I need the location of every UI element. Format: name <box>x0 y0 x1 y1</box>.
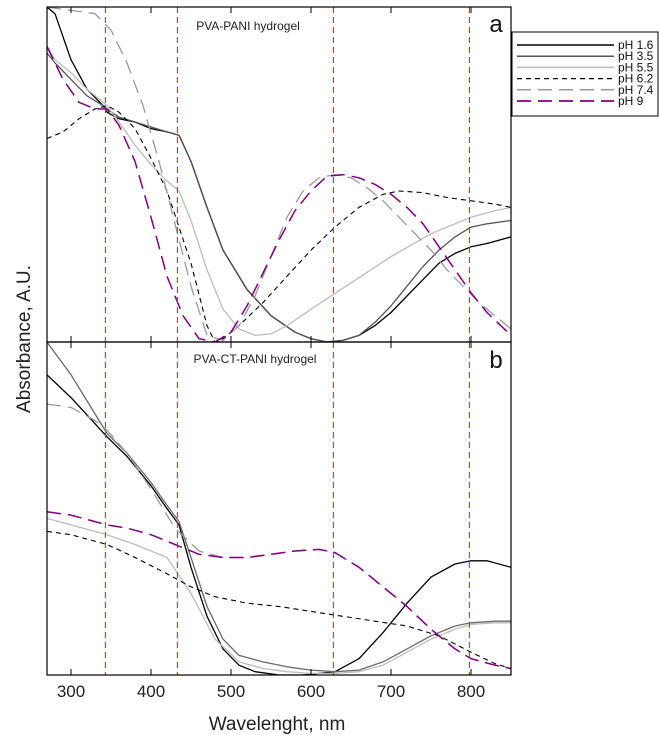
panel-a-series-ph-3-5 <box>47 52 511 342</box>
panel-b-series-ph-9 <box>47 511 511 670</box>
legend-label-ph-1-6: pH 1.6 <box>618 38 654 52</box>
x-tick-label-800: 800 <box>457 682 485 701</box>
panel-b-plot-frame <box>46 341 512 676</box>
y-axis-label: Absorbance, A.U. <box>14 265 35 413</box>
x-axis-label: Wavelenght, nm <box>209 714 346 735</box>
x-tick-label-500: 500 <box>217 682 245 701</box>
panel-a-series-ph-6-2 <box>47 105 511 342</box>
panel-a-series-ph-5-5 <box>47 46 511 337</box>
panel-a-title: PVA-PANI hydrogel <box>196 19 300 33</box>
x-tick-labels: 300 400 500 600 700 800 <box>57 682 485 701</box>
panel-b-series-ph-1-6 <box>47 374 511 675</box>
x-tick-label-400: 400 <box>137 682 165 701</box>
panel-a: PVA-PANI hydrogel a <box>46 6 512 343</box>
x-tick-label-600: 600 <box>297 682 325 701</box>
legend-box <box>511 31 659 117</box>
panel-b-letter: b <box>489 347 502 374</box>
panel-a-tick-marks <box>70 7 472 342</box>
panel-b-reference-lines <box>104 342 470 675</box>
legend: pH 1.6pH 3.5pH 5.5pH 6.2pH 7.4pH 9 <box>511 31 659 117</box>
legend-label-ph-6-2: pH 6.2 <box>618 72 654 86</box>
panel-a-reference-lines <box>104 7 470 342</box>
panel-a-plot-frame <box>46 6 512 343</box>
panel-a-letter: a <box>489 11 503 38</box>
legend-label-ph-9: pH 9 <box>618 94 644 108</box>
x-tick-label-300: 300 <box>57 682 85 701</box>
panel-a-series <box>47 7 511 342</box>
panel-b-title: PVA-CT-PANI hydrogel <box>194 352 317 366</box>
panel-a-series-ph-7-4 <box>47 7 511 342</box>
panel-b-series-ph-3-5 <box>47 342 511 673</box>
panel-b: PVA-CT-PANI hydrogel b <box>46 341 512 676</box>
legend-label-ph-7-4: pH 7.4 <box>618 83 654 97</box>
panel-b-series-ph-5-5 <box>47 517 511 675</box>
panel-b-series-ph-6-2 <box>47 530 511 670</box>
x-tick-label-700: 700 <box>377 682 405 701</box>
legend-label-ph-5-5: pH 5.5 <box>618 60 654 74</box>
panel-a-series-ph-1-6 <box>47 7 511 342</box>
panel-a-series-ph-9 <box>47 46 511 342</box>
panel-b-tick-marks <box>70 342 472 675</box>
panel-b-series <box>47 342 511 675</box>
legend-label-ph-3-5: pH 3.5 <box>618 49 654 63</box>
